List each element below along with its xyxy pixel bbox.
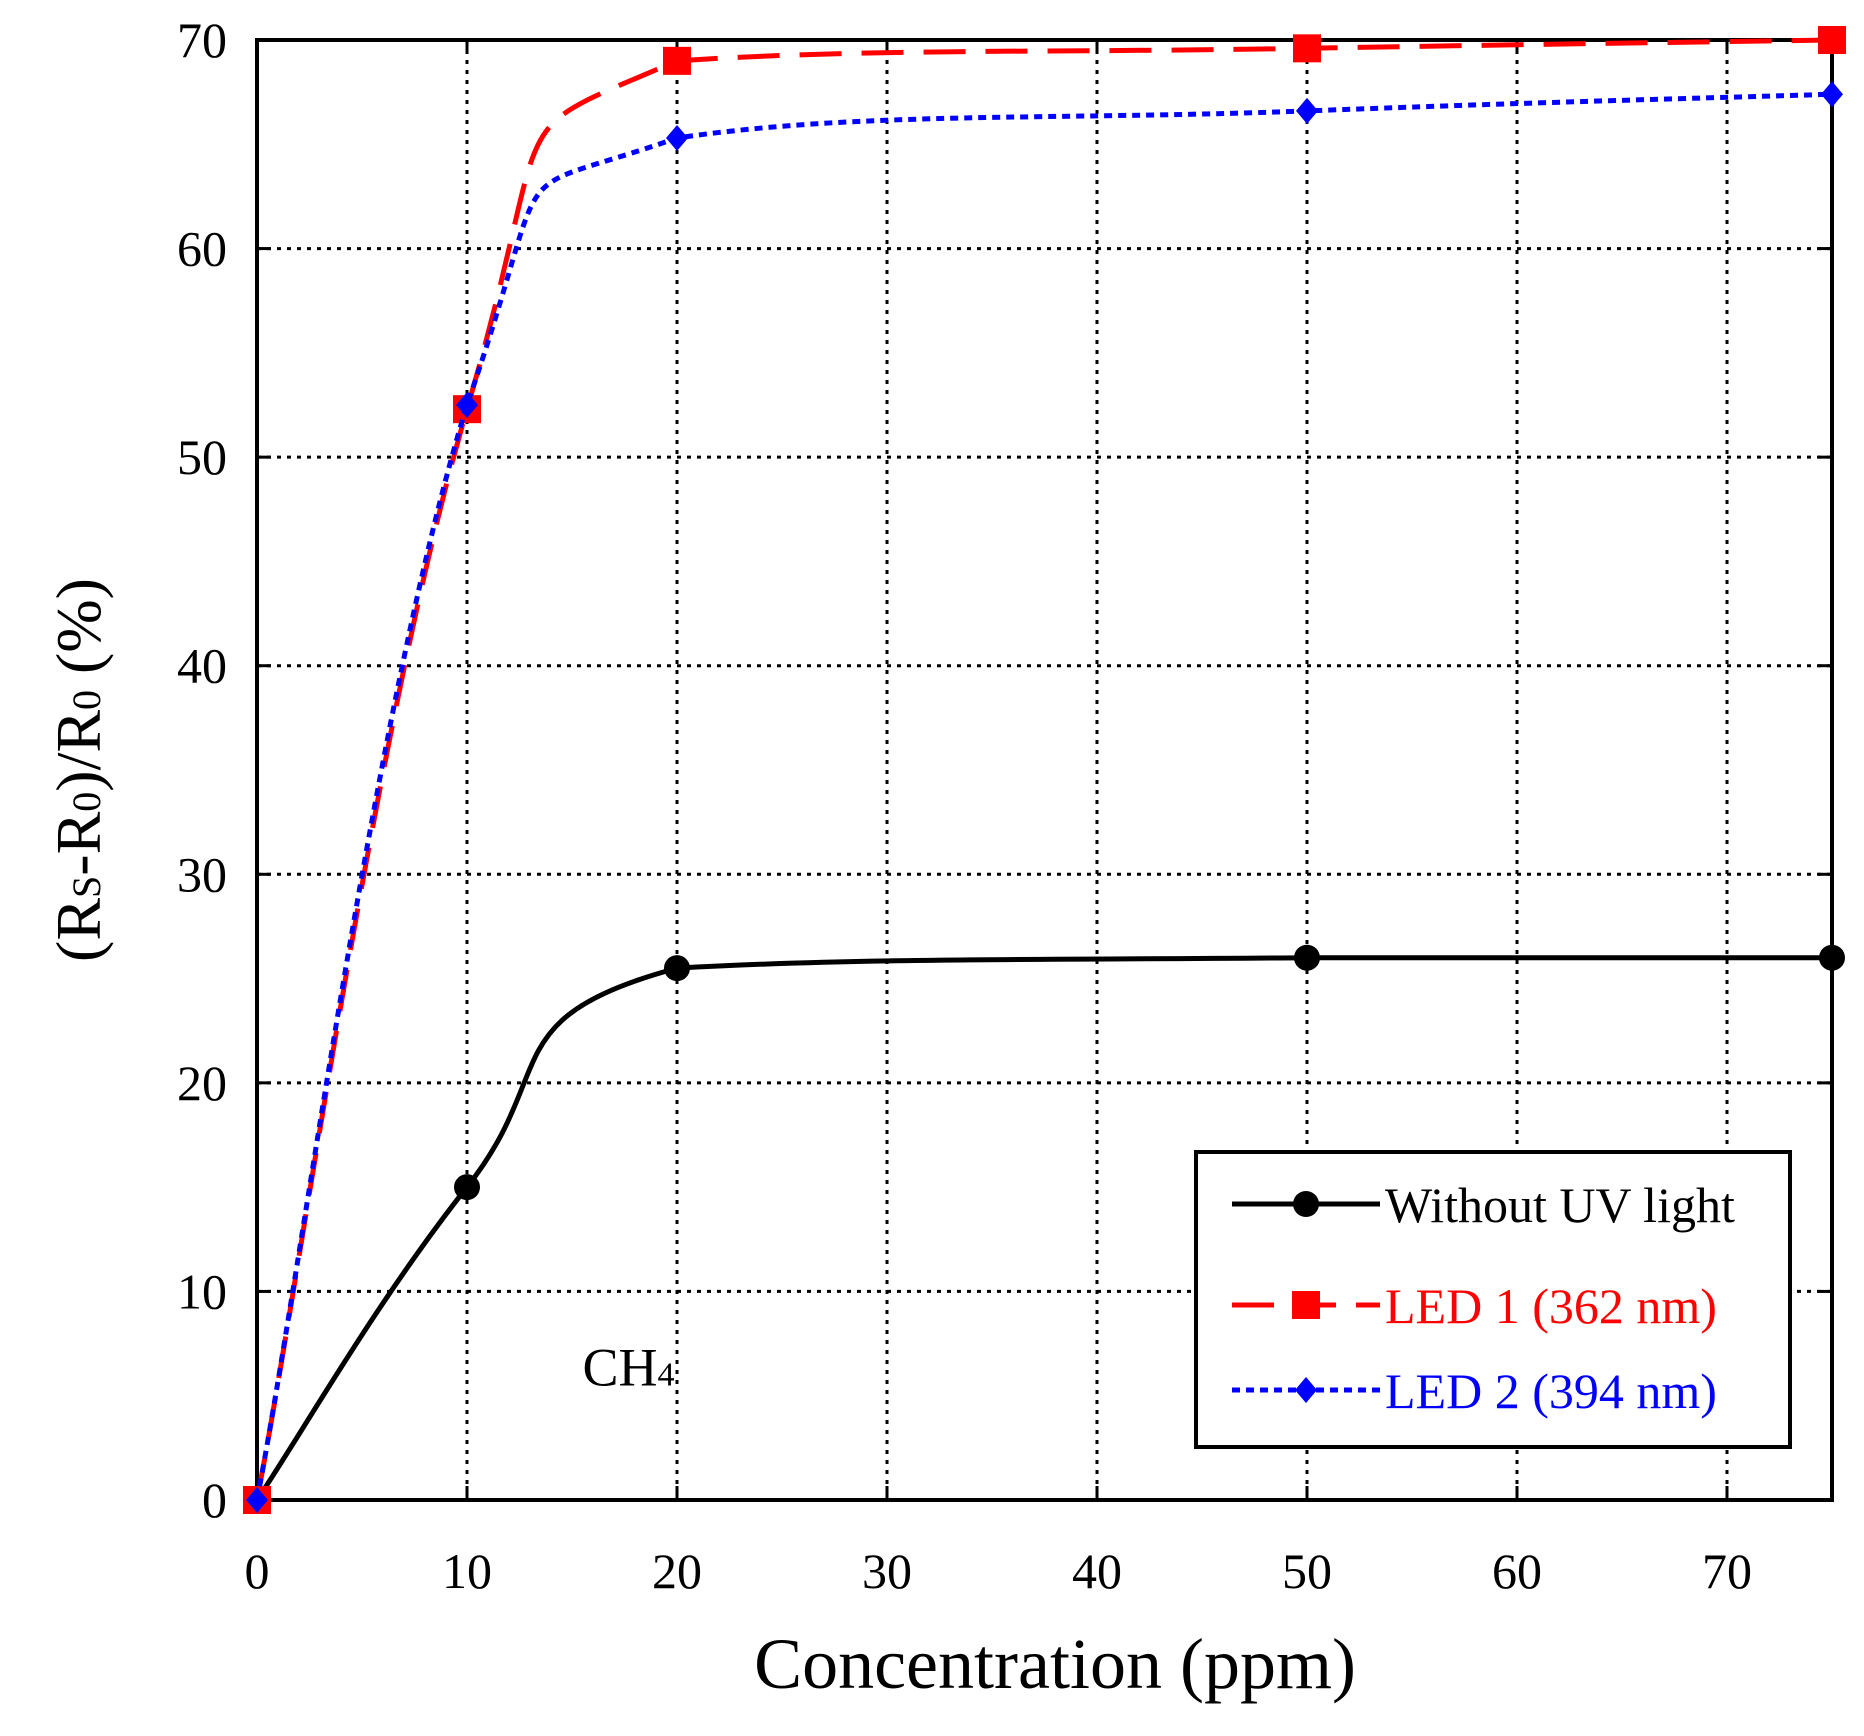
y-tick-label: 70: [177, 12, 227, 68]
legend: Without UV light LED 1 (362 nm) LED 2 (394…: [1194, 1150, 1792, 1449]
y-label-sub: S: [64, 876, 109, 898]
y-tick-label: 30: [177, 846, 227, 902]
legend-entry-2: LED 1 (362 nm): [1232, 1278, 1717, 1334]
data-point: [246, 1487, 268, 1513]
x-tick-label: 0: [245, 1543, 270, 1599]
data-point: [1293, 34, 1321, 63]
x-tick-label: 20: [652, 1543, 702, 1599]
legend-label: Without UV light: [1385, 1177, 1735, 1233]
y-label-sub: 0: [64, 690, 109, 710]
x-axis-label: Concentration (ppm): [754, 1624, 1356, 1704]
data-point: [663, 46, 691, 75]
y-label-part: )/R: [43, 710, 114, 792]
x-tick-label: 30: [862, 1543, 912, 1599]
legend-entries: Without UV light LED 1 (362 nm) LED 2 (394…: [1232, 1177, 1735, 1419]
x-tick-label: 70: [1702, 1543, 1752, 1599]
data-point: [1294, 944, 1320, 971]
series-line: [254, 91, 1833, 1501]
legend-marker: [1293, 1191, 1319, 1217]
data-point: [454, 1174, 480, 1201]
series-line: [254, 37, 1833, 1501]
data-point: [666, 125, 688, 152]
legend-marker: [1292, 1291, 1320, 1319]
axis-ticks: 0 10 20 30 40 50 60 70 0 10 20 30 40 50 60 70: [177, 12, 1832, 1599]
x-tick-label: 10: [442, 1543, 492, 1599]
y-tick-label: 60: [177, 221, 227, 277]
series-line: [254, 955, 1832, 1502]
annotation-main: CH: [583, 1337, 658, 1397]
legend-label: LED 1 (362 nm): [1385, 1278, 1717, 1334]
plot-frame: [255, 38, 1834, 1502]
data-point: [1296, 97, 1318, 124]
data-point: [664, 955, 690, 982]
y-label-part: (%): [43, 578, 114, 690]
y-label-part: (R: [43, 898, 114, 962]
series-layer: [243, 26, 1846, 1514]
x-tick-label: 50: [1282, 1543, 1332, 1599]
annotation-subscript: 4: [658, 1356, 675, 1393]
data-point: [1821, 81, 1843, 108]
y-tick-label: 0: [202, 1472, 227, 1528]
x-tick-label: 40: [1072, 1543, 1122, 1599]
data-point: [1819, 944, 1845, 971]
data-point: [456, 392, 478, 418]
y-label-part: -R: [43, 811, 114, 875]
legend-label: LED 2 (394 nm): [1385, 1363, 1717, 1419]
annotation-ch4: CH4: [583, 1337, 675, 1397]
y-tick-label: 20: [177, 1055, 227, 1111]
legend-entry-3: LED 2 (394 nm): [1232, 1363, 1717, 1419]
y-tick-label: 50: [177, 429, 227, 485]
series-3: [246, 81, 1843, 1513]
y-tick-label: 10: [177, 1263, 227, 1319]
y-tick-label: 40: [177, 638, 227, 694]
x-tick-label: 60: [1492, 1543, 1542, 1599]
legend-marker: [1295, 1377, 1317, 1403]
data-point: [1818, 26, 1846, 54]
y-axis-label: (RS-R0)/R0 (%): [43, 578, 114, 962]
legend-entry-1: Without UV light: [1232, 1177, 1735, 1233]
y-label-sub: 0: [64, 792, 109, 812]
